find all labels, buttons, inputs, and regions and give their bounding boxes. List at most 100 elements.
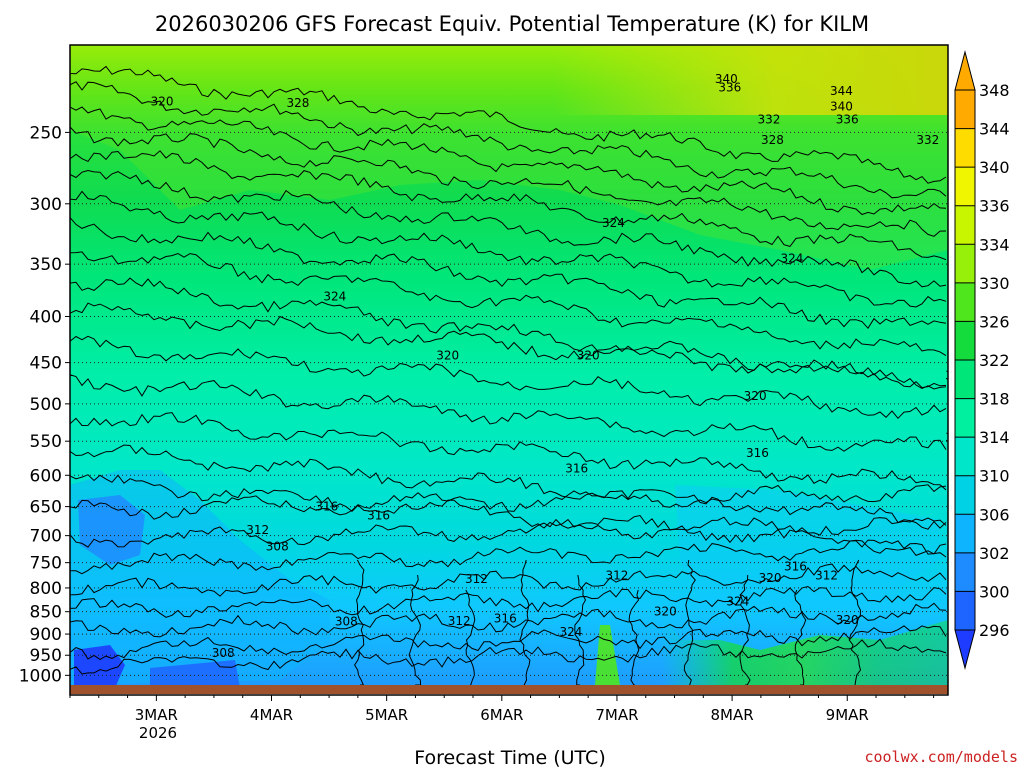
upper-warm-band: [70, 45, 948, 115]
y-tick-label: 1000: [19, 666, 62, 686]
x-tick-label: 3MAR: [135, 706, 178, 724]
colorbar-label: 306: [979, 505, 1010, 524]
colorbar-label: 344: [979, 120, 1010, 139]
contour-label: 316: [494, 612, 517, 626]
colorbar-segment: [955, 398, 975, 438]
contour-label: 316: [565, 462, 588, 476]
contour-line: [70, 539, 947, 575]
contour-label: 328: [761, 133, 784, 147]
contour-line: [519, 559, 531, 685]
contour-label: 320: [836, 613, 859, 627]
contour-label: 312: [815, 569, 838, 583]
contour-label: 324: [726, 594, 749, 608]
contour-label: 316: [945, 431, 968, 445]
y-tick-label: 450: [30, 354, 62, 374]
contour-label: 324: [559, 625, 582, 639]
colorbar-label: 302: [979, 544, 1010, 563]
contour-label: 340: [830, 99, 853, 113]
contour-line: [70, 625, 947, 660]
x-tick-label: 4MAR: [250, 706, 293, 724]
colorbar-label: 310: [979, 467, 1010, 486]
plot-frame: [69, 44, 949, 696]
contour-line: [794, 589, 807, 685]
contour-line: [848, 559, 862, 685]
y-tick-label: 850: [30, 603, 62, 623]
contour-label: 336: [836, 113, 859, 127]
contour-label: 308: [212, 646, 235, 660]
contour-label: 308: [335, 615, 358, 629]
contour-line: [70, 277, 947, 390]
contour-label: 320: [151, 94, 174, 108]
contour-line: [408, 574, 422, 685]
colorbar-extend-low: [954, 629, 976, 670]
x-axis-title: Forecast Time (UTC): [414, 747, 605, 768]
colorbar-label: 314: [979, 428, 1010, 447]
contour-line: [683, 559, 696, 685]
y-tick-label: 600: [30, 466, 62, 486]
contour-line: [354, 559, 365, 685]
contour-label: 324: [602, 216, 625, 230]
contour-label: 328: [287, 96, 310, 110]
contour-label: 340: [715, 72, 738, 86]
colorbar-segment: [955, 167, 975, 206]
contour-label: 344: [830, 84, 853, 98]
contour-labels: 3403363443403363323323283283203243243283…: [151, 72, 970, 679]
contour-line: [70, 444, 947, 530]
contour-label: 320: [744, 389, 767, 403]
contour-line: [70, 81, 947, 199]
contour-line: [70, 474, 947, 557]
colorbar-segment: [955, 360, 975, 399]
colorbar-label: 296: [979, 621, 1010, 640]
colorbar-segment: [955, 128, 975, 168]
y-tick-label: 750: [30, 554, 62, 574]
colorbar-label: 318: [979, 390, 1010, 409]
contour-label: 324: [781, 252, 804, 266]
contour-label: 324: [323, 289, 346, 303]
contour-label: 316: [784, 559, 807, 573]
contour-label: 320: [947, 664, 970, 678]
contour-label: 320: [577, 349, 600, 363]
colorbar-label: 330: [979, 274, 1010, 293]
colorbar-segment: [955, 475, 975, 515]
x-year-label: 2026: [139, 724, 177, 742]
contour-line: [70, 516, 947, 548]
contour-line: [574, 574, 587, 685]
colorbar-label: 336: [979, 197, 1010, 216]
contour-label: 312: [605, 569, 628, 583]
y-tick-label: 350: [30, 255, 62, 275]
contour-label: 316: [367, 509, 390, 523]
x-tick-label: 6MAR: [480, 706, 523, 724]
contour-line: [70, 484, 947, 520]
colorbar-segment: [955, 552, 975, 592]
contour-line: [70, 250, 947, 357]
colorbar-label: 300: [979, 582, 1010, 601]
contour-label: 320: [759, 571, 782, 585]
chart-title: 2026030206 GFS Forecast Equiv. Potential…: [155, 12, 869, 36]
contour-line: [70, 190, 947, 308]
x-tick-label: 7MAR: [595, 706, 638, 724]
y-axis: 2503003504004505005506006507007508008509…: [19, 123, 70, 686]
contour-line: [70, 65, 947, 184]
contour-line: [70, 150, 947, 261]
contour-label: 316: [746, 446, 769, 460]
colorbar-label: 334: [979, 235, 1010, 254]
contour-label: 332: [757, 113, 780, 127]
contour-label: 332: [916, 133, 939, 147]
contour-line: [70, 638, 947, 675]
contour-line: [70, 335, 947, 420]
y-tick-label: 800: [30, 579, 62, 599]
contour-line: [70, 602, 947, 638]
contour-label: 320: [945, 368, 968, 382]
contour-label: 312: [465, 572, 488, 586]
contour-line: [628, 589, 640, 685]
colorbar-segment: [955, 321, 975, 360]
y-tick-label: 400: [30, 307, 62, 327]
colorbar-segment: [955, 282, 975, 322]
contour-line: [70, 106, 947, 216]
contour-line: [70, 169, 947, 288]
x-axis: 3MAR 4MAR 5MAR 6MAR 7MAR 8MAR 9MAR: [69, 695, 935, 724]
contour-line: [70, 216, 947, 330]
ground-strip: [70, 685, 948, 694]
contour-line: [70, 126, 947, 237]
